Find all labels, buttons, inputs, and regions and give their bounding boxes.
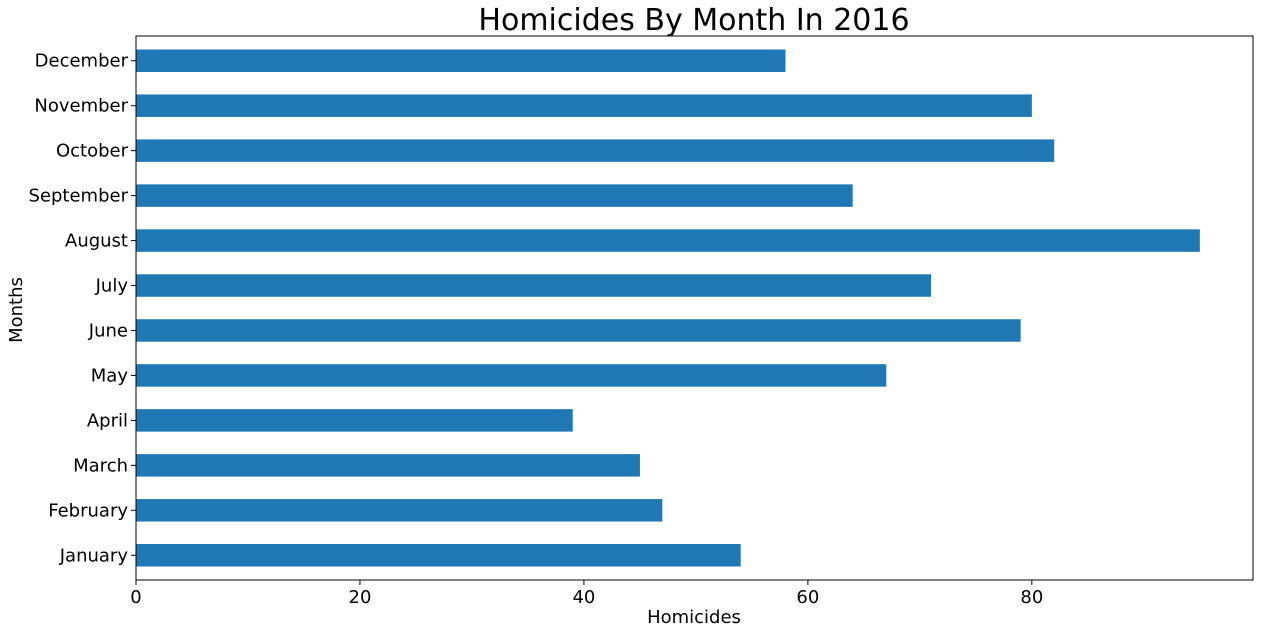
y-tick-label-december: December (35, 51, 129, 72)
y-tick-label-february: February (48, 500, 128, 521)
y-axis-ticks: January February March April May June July Augu… (29, 51, 136, 566)
bar-april (136, 409, 573, 432)
bar-january (136, 544, 741, 567)
bar-february (136, 499, 663, 522)
x-axis-ticks: 0 20 40 60 80 (130, 580, 1043, 608)
bar-december (136, 49, 786, 72)
x-tick-label-0: 0 (130, 587, 141, 608)
bar-september (136, 184, 853, 207)
y-tick-label-march: March (73, 455, 128, 476)
bar-july (136, 274, 932, 297)
bar-october (136, 139, 1055, 162)
y-tick-label-june: June (88, 320, 128, 341)
chart-title: Homicides By Month In 2016 (478, 3, 909, 38)
x-tick-label-20: 20 (349, 587, 372, 608)
y-tick-label-january: January (59, 545, 129, 566)
y-tick-label-april: April (87, 410, 128, 431)
y-tick-label-october: October (56, 141, 129, 162)
bar-june (136, 319, 1021, 342)
y-tick-label-may: May (91, 365, 129, 386)
bar-november (136, 94, 1032, 117)
x-tick-label-60: 60 (796, 587, 819, 608)
x-tick-label-80: 80 (1020, 587, 1043, 608)
y-tick-label-july: July (95, 276, 129, 297)
plot-frame (135, 35, 1254, 581)
bar-march (136, 454, 640, 477)
bars (136, 49, 1200, 567)
y-axis-label: Months (6, 277, 27, 343)
x-tick-label-40: 40 (572, 587, 595, 608)
bar-may (136, 364, 887, 387)
y-tick-label-september: September (29, 186, 129, 207)
x-axis-label: Homicides (647, 607, 741, 628)
y-tick-label-november: November (34, 96, 128, 117)
y-tick-label-august: August (65, 231, 128, 252)
bar-august (136, 229, 1200, 252)
